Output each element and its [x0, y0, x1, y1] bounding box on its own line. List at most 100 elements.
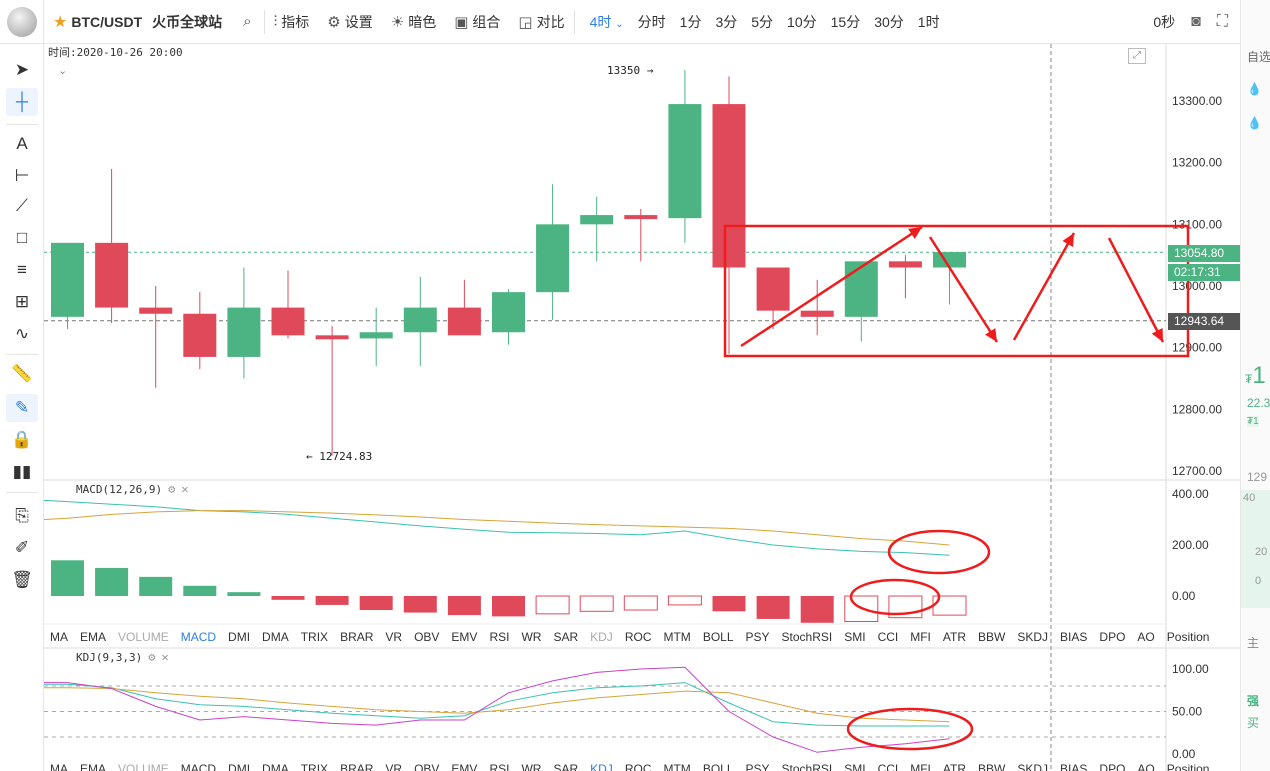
indicator-tab-boll[interactable]: BOLL	[702, 630, 734, 644]
parallel-lines-icon[interactable]: ≡	[17, 260, 27, 279]
indicator-tab-kdj[interactable]: KDJ	[590, 630, 613, 644]
indicator-tab-mfi[interactable]: MFI	[910, 762, 931, 771]
indicator-tab-dmi[interactable]: DMI	[228, 630, 251, 644]
indicator-tab-brar[interactable]: BRAR	[340, 630, 374, 644]
theme-button[interactable]: ☀ 暗色	[382, 0, 445, 44]
cursor-icon[interactable]: ➤	[14, 60, 30, 79]
chart-canvas[interactable]: 13300.00 13200.00 13100.00 13000.00 12900.00…	[44, 44, 1240, 771]
indicator-tab-mfi[interactable]: MFI	[910, 630, 931, 644]
fullscreen-icon[interactable]: ⛶	[1216, 13, 1228, 30]
indicator-tab-obv[interactable]: OBV	[414, 630, 440, 644]
indicator-tab-bias[interactable]: BIAS	[1060, 630, 1088, 644]
indicator-tab-macd[interactable]: MACD	[180, 630, 217, 644]
indicator-tab-dpo[interactable]: DPO	[1099, 762, 1126, 771]
gear-icon[interactable]: ⚙	[148, 650, 156, 664]
indicator-tab-emv[interactable]: EMV	[451, 630, 478, 644]
indicator-tab-sar[interactable]: SAR	[553, 630, 579, 644]
indicator-tab-volume[interactable]: VOLUME	[118, 630, 169, 644]
chart-area[interactable]: 13300.00 13200.00 13100.00 13000.00 12900.00…	[44, 44, 1240, 771]
indicator-tab-cci[interactable]: CCI	[877, 762, 899, 771]
app-logo[interactable]	[0, 0, 44, 44]
search-button[interactable]: ⌕	[231, 0, 263, 44]
lock-icon[interactable]: 🔒	[11, 430, 33, 449]
ruler-icon[interactable]: 📏	[11, 364, 33, 383]
expand-pane-icon[interactable]: ⤢	[1128, 48, 1146, 64]
indicator-tab-ao[interactable]: AO	[1137, 762, 1155, 771]
indicator-tab-cci[interactable]: CCI	[877, 630, 899, 644]
indicator-tab-dma[interactable]: DMA	[262, 762, 289, 771]
indicator-tab-dma[interactable]: DMA	[262, 630, 289, 644]
indicator-tab-bias[interactable]: BIAS	[1060, 762, 1088, 771]
timeframe-tab[interactable]: 分时	[637, 13, 666, 30]
compare-button[interactable]: ◲ 对比	[509, 0, 573, 44]
symbol-selector[interactable]: ★ BTC/USDT 火币全球站	[44, 0, 231, 44]
indicator-tab-ema[interactable]: EMA	[80, 762, 107, 771]
timeframe-tab[interactable]: 5分	[751, 13, 774, 30]
indicator-tab-ema[interactable]: EMA	[80, 630, 107, 644]
indicator-tab-psy[interactable]: PSY	[745, 762, 770, 771]
timeframe-tab[interactable]: 15分	[830, 13, 861, 30]
indicator-tab-macd[interactable]: MACD	[180, 762, 217, 771]
indicator-tab-smi[interactable]: SMI	[844, 630, 866, 644]
indicators-button[interactable]: ⫶ 指标	[265, 0, 319, 44]
indicator-tab-stochrsi[interactable]: StochRSI	[781, 630, 833, 644]
indicator-tab-bbw[interactable]: BBW	[978, 762, 1006, 771]
timeframe-tab[interactable]: 3分	[715, 13, 738, 30]
indicator-tab-boll[interactable]: BOLL	[702, 762, 734, 771]
indicator-tab-vr[interactable]: VR	[385, 630, 403, 644]
indicator-tab-vr[interactable]: VR	[385, 762, 403, 771]
indicator-tab-rsi[interactable]: RSI	[489, 630, 510, 644]
chevron-down-icon[interactable]: ⌄	[58, 65, 68, 77]
candles-icon[interactable]: ▮▮	[12, 462, 32, 481]
gear-icon[interactable]: ⚙	[168, 482, 176, 496]
indicator-tab-trix[interactable]: TRIX	[300, 762, 329, 771]
indicator-tab-atr[interactable]: ATR	[942, 762, 967, 771]
indicator-tab-trix[interactable]: TRIX	[300, 630, 329, 644]
close-icon[interactable]: ✕	[181, 482, 189, 496]
indicator-tab-position[interactable]: Position	[1166, 762, 1210, 771]
brush-icon[interactable]: ✎	[6, 394, 38, 422]
indicator-tab-ma[interactable]: MA	[50, 630, 68, 644]
indicator-tab-roc[interactable]: ROC	[624, 762, 652, 771]
indicator-tab-atr[interactable]: ATR	[942, 630, 967, 644]
indicator-tab-emv[interactable]: EMV	[451, 762, 478, 771]
indicator-tab-stochrsi[interactable]: StochRSI	[781, 762, 833, 771]
indicator-tab-roc[interactable]: ROC	[624, 630, 652, 644]
main-tab[interactable]: 主	[1247, 636, 1260, 650]
bookmark-icon[interactable]: ⎘	[15, 506, 29, 525]
indicator-tab-dpo[interactable]: DPO	[1099, 630, 1126, 644]
indicator-tab-brar[interactable]: BRAR	[340, 762, 374, 771]
indicator-tab-ma[interactable]: MA	[50, 762, 68, 771]
indicator-tab-skdj[interactable]: SKDJ	[1017, 630, 1049, 644]
timeframe-tab[interactable]: 1分	[679, 13, 702, 30]
text-icon[interactable]: A	[16, 134, 28, 153]
timeframe-tab[interactable]: 10分	[787, 13, 817, 30]
trend-line-icon[interactable]: ⟋	[16, 196, 28, 215]
indicator-tab-mtm[interactable]: MTM	[663, 762, 691, 771]
indicator-tab-volume[interactable]: VOLUME	[118, 762, 169, 771]
edit-drawings-icon[interactable]: ✐	[14, 538, 30, 557]
indicator-tab-skdj[interactable]: SKDJ	[1017, 762, 1049, 771]
indicator-tab-kdj[interactable]: KDJ	[590, 762, 613, 771]
trash-icon[interactable]: 🗑	[11, 570, 33, 589]
measure-box-icon[interactable]: ⊞	[14, 292, 30, 311]
wave-icon[interactable]: ∿	[14, 324, 30, 343]
indicator-tab-obv[interactable]: OBV	[414, 762, 440, 771]
close-icon[interactable]: ✕	[161, 650, 169, 664]
timeframe-tab[interactable]: 1时	[917, 13, 940, 30]
indicator-tab-smi[interactable]: SMI	[844, 762, 866, 771]
indicator-tab-sar[interactable]: SAR	[553, 762, 579, 771]
combo-button[interactable]: ▣ 组合	[445, 0, 509, 44]
timeframe-tab[interactable]: 30分	[874, 13, 904, 30]
indicator-tab-wr[interactable]: WR	[521, 630, 542, 644]
indicator-tab-position[interactable]: Position	[1166, 630, 1210, 644]
indicator-tab-ao[interactable]: AO	[1137, 630, 1155, 644]
horizontal-line-icon[interactable]: ⊢	[14, 166, 30, 185]
indicator-tab-psy[interactable]: PSY	[745, 630, 770, 644]
camera-icon[interactable]: ◙	[1191, 13, 1201, 30]
watchlist-tab[interactable]: 自选	[1247, 50, 1270, 64]
indicator-tab-rsi[interactable]: RSI	[489, 762, 510, 771]
interval-dropdown[interactable]: 4时 ⌄	[583, 12, 631, 32]
indicator-tab-bbw[interactable]: BBW	[978, 630, 1006, 644]
crosshair-icon[interactable]: ┼	[6, 88, 38, 116]
